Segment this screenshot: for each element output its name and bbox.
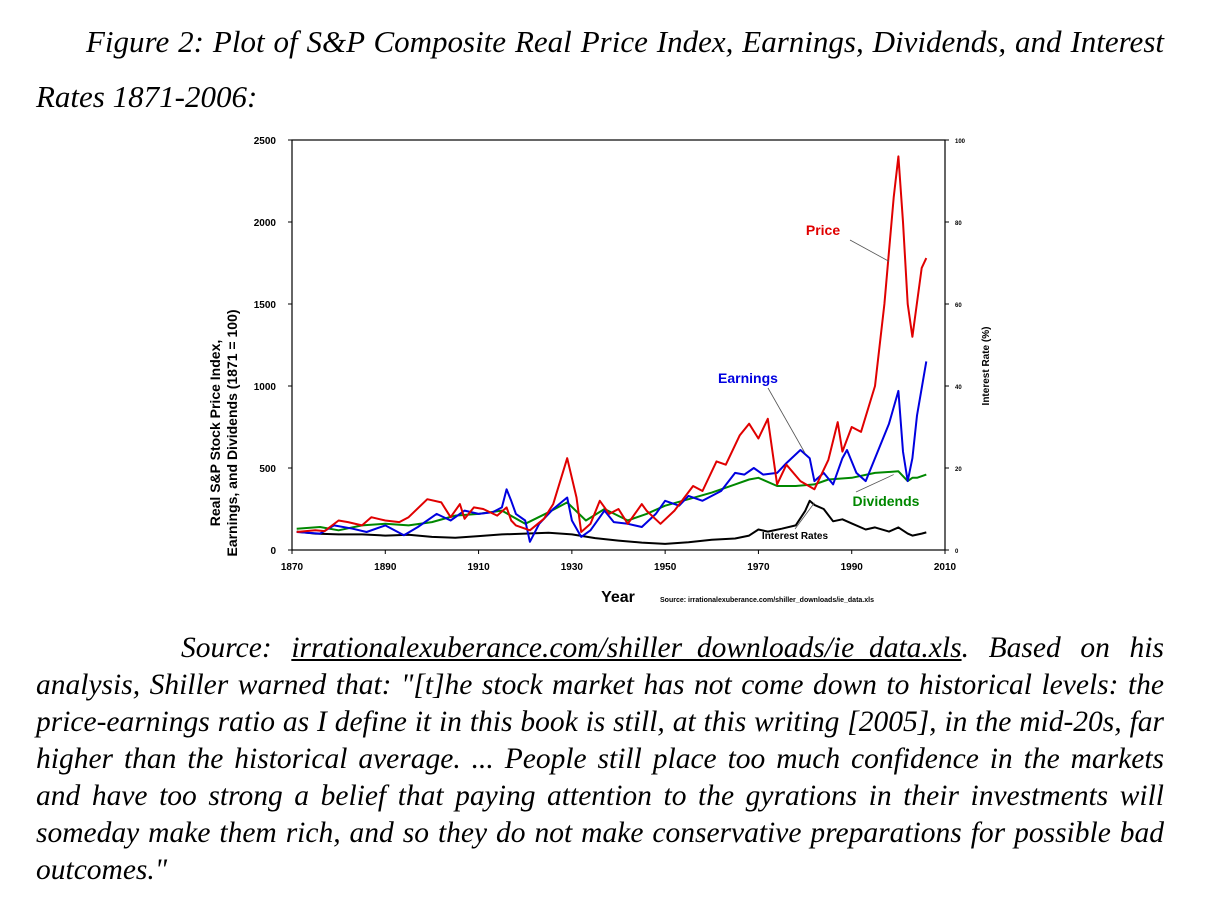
right-y-tick-label: 60 <box>955 303 962 309</box>
chart-axes: Real S&P Stock Price Index, Earnings, an… <box>207 309 992 606</box>
x-tick-label: 2010 <box>934 562 957 573</box>
right-y-tick-label: 40 <box>955 385 962 391</box>
body-text: . Based on his analysis, Shiller warned … <box>36 632 1164 886</box>
left-y-tick-label: 2000 <box>254 218 277 229</box>
plot-area: 1870 1890 1910 1930 1950 1970 1990 201005001000… <box>254 136 966 573</box>
chart-container: Real S&P Stock Price Index, Earnings, an… <box>190 126 1010 621</box>
x-tick-label: 1910 <box>467 562 490 573</box>
x-tick-label: 1990 <box>841 562 864 573</box>
x-tick-label: 1930 <box>561 562 584 573</box>
series-line-interest-rates <box>296 499 927 545</box>
x-tick-label: 1970 <box>747 562 770 573</box>
right-axis-label: Interest Rate (%) <box>981 327 992 406</box>
left-axis-label-line2: Earnings, and Dividends (1871 = 100) <box>224 309 240 556</box>
right-y-tick-label: 20 <box>955 467 962 473</box>
body-paragraph: Source: irrationalexuberance.com/shiller… <box>36 630 1164 889</box>
annotation-leader-price <box>849 239 890 262</box>
source-link[interactable]: irrationalexuberance.com/shiller_downloa… <box>291 632 962 664</box>
line-chart: Real S&P Stock Price Index, Earnings, an… <box>207 136 992 606</box>
right-y-tick-label: 0 <box>955 549 959 555</box>
source-prefix: Source: <box>181 632 292 664</box>
annotation-label-interest-rates: Interest Rates <box>762 531 829 542</box>
left-y-tick-label: 2500 <box>254 136 277 147</box>
caption-text: Figure 2: Plot of S&P Composite Real Pri… <box>36 24 1164 114</box>
x-tick-label: 1950 <box>654 562 677 573</box>
annotation-leader-dividends <box>855 474 894 493</box>
right-y-tick-label: 100 <box>955 139 966 145</box>
series-line-dividends <box>296 470 927 532</box>
x-axis-label: Year <box>601 589 635 606</box>
annotation-label-price: Price <box>806 222 840 238</box>
left-y-tick-label: 0 <box>270 546 276 557</box>
annotation-label-dividends: Dividends <box>853 493 920 509</box>
left-y-tick-label: 1500 <box>254 300 277 311</box>
x-tick-label: 1870 <box>281 562 304 573</box>
series-line-earnings <box>296 361 928 543</box>
left-axis-label-line1: Real S&P Stock Price Index, <box>207 340 223 527</box>
left-y-tick-label: 500 <box>259 464 276 475</box>
annotation-leader-earnings <box>767 387 806 454</box>
x-tick-label: 1890 <box>374 562 397 573</box>
annotation-leader-interest-rates <box>794 502 815 530</box>
series-line-price <box>296 155 928 533</box>
left-y-tick-label: 1000 <box>254 382 277 393</box>
plot-frame <box>291 139 946 551</box>
right-y-tick-label: 80 <box>955 221 962 227</box>
figure-caption: Figure 2: Plot of S&P Composite Real Pri… <box>36 14 1164 124</box>
chart-source-note: Source: irrationalexuberance.com/shiller… <box>660 597 874 604</box>
annotation-label-earnings: Earnings <box>718 370 778 386</box>
